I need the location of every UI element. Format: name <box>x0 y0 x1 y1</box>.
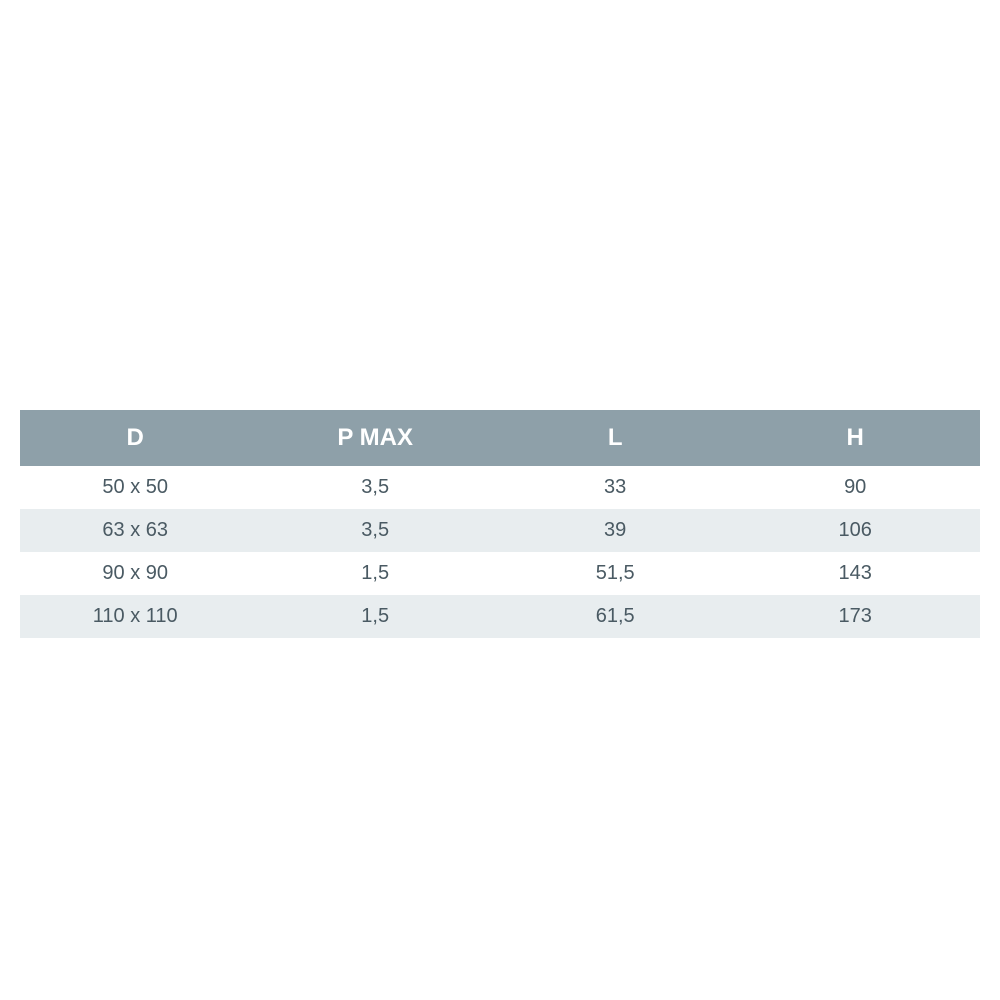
spec-table-container: D P MAX L H 50 x 50 3,5 33 90 63 x 63 3,… <box>20 410 980 638</box>
cell-h: 90 <box>730 466 980 509</box>
cell-d: 90 x 90 <box>20 552 250 595</box>
col-header-l: L <box>500 410 730 466</box>
cell-l: 61,5 <box>500 595 730 638</box>
cell-pmax: 3,5 <box>250 509 500 552</box>
table-row: 90 x 90 1,5 51,5 143 <box>20 552 980 595</box>
cell-h: 173 <box>730 595 980 638</box>
cell-h: 106 <box>730 509 980 552</box>
table-row: 63 x 63 3,5 39 106 <box>20 509 980 552</box>
cell-pmax: 1,5 <box>250 595 500 638</box>
col-header-d: D <box>20 410 250 466</box>
cell-l: 39 <box>500 509 730 552</box>
table-row: 110 x 110 1,5 61,5 173 <box>20 595 980 638</box>
cell-l: 51,5 <box>500 552 730 595</box>
cell-h: 143 <box>730 552 980 595</box>
table-row: 50 x 50 3,5 33 90 <box>20 466 980 509</box>
cell-pmax: 3,5 <box>250 466 500 509</box>
col-header-pmax: P MAX <box>250 410 500 466</box>
cell-l: 33 <box>500 466 730 509</box>
col-header-h: H <box>730 410 980 466</box>
cell-d: 110 x 110 <box>20 595 250 638</box>
cell-d: 63 x 63 <box>20 509 250 552</box>
spec-table: D P MAX L H 50 x 50 3,5 33 90 63 x 63 3,… <box>20 410 980 638</box>
cell-d: 50 x 50 <box>20 466 250 509</box>
cell-pmax: 1,5 <box>250 552 500 595</box>
table-header-row: D P MAX L H <box>20 410 980 466</box>
